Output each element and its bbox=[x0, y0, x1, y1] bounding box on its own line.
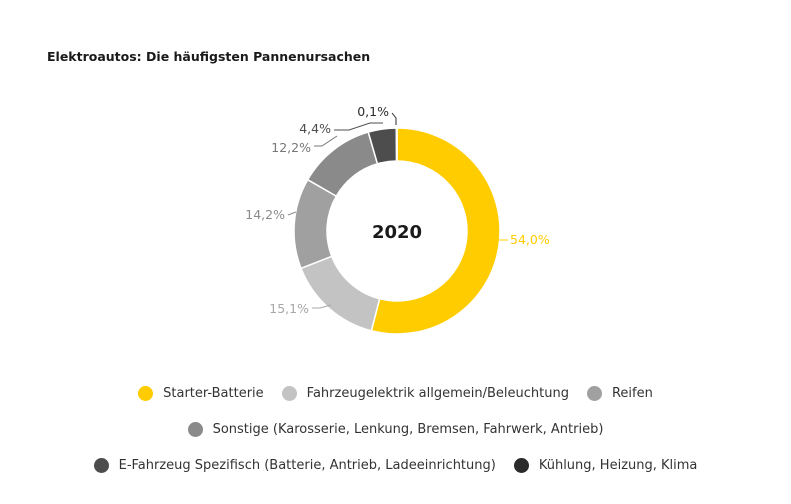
legend-dot-starter-batterie bbox=[138, 386, 154, 401]
legend-item-e-fahrzeug: E-Fahrzeug Spezifisch (Batterie, Antrieb… bbox=[93, 458, 496, 473]
data-label-starter-batterie: 54,0% bbox=[510, 232, 550, 247]
leader-line-sonstige-karosserie-lenkung-bremsen-fahrwerk-antrieb bbox=[314, 135, 338, 147]
legend-dot-kuehlung bbox=[513, 458, 529, 473]
leader-line-e-fahrzeug-spezifisch-batterie-antrieb-ladeeinrichtung bbox=[334, 122, 383, 131]
legend-label-fahrzeugelektrik: Fahrzeugelektrik allgemein/Beleuchtung bbox=[306, 386, 569, 401]
donut-slice-sonstige-karosserie-lenkung-bremsen-fahrwerk-antrieb bbox=[306, 131, 379, 198]
data-label-k-hlung-heizung-klima: 0,1% bbox=[357, 104, 389, 119]
donut-slice-starter-batterie bbox=[370, 127, 501, 335]
legend-item-fahrzeugelektrik: Fahrzeugelektrik allgemein/Beleuchtung bbox=[281, 386, 569, 401]
legend-item-sonstige: Sonstige (Karosserie, Lenkung, Bremsen, … bbox=[187, 422, 604, 437]
donut-center-label: 2020 bbox=[372, 222, 422, 243]
chart-title: Elektroautos: Die häufigsten Pannenursac… bbox=[47, 49, 371, 64]
donut-slice-k-hlung-heizung-klima bbox=[395, 127, 398, 162]
legend-item-kuehlung: Kühlung, Heizung, Klima bbox=[513, 458, 698, 473]
legend-row-3: E-Fahrzeug Spezifisch (Batterie, Antrieb… bbox=[0, 458, 791, 473]
legend-row-1: Starter-Batterie Fahrzeugelektrik allgem… bbox=[0, 386, 791, 401]
donut-chart: 54,0% 15,1% 14,2% 12,2% 4,4% 0,1% 2020 bbox=[245, 104, 550, 335]
donut-slice-fahrzeugelektrik-allgemein-beleuchtung bbox=[300, 255, 381, 332]
legend-label-e-fahrzeug: E-Fahrzeug Spezifisch (Batterie, Antrieb… bbox=[118, 458, 496, 473]
legend-label-kuehlung: Kühlung, Heizung, Klima bbox=[538, 458, 698, 473]
legend-label-sonstige: Sonstige (Karosserie, Lenkung, Bremsen, … bbox=[212, 422, 604, 437]
legend-item-reifen: Reifen bbox=[586, 386, 653, 401]
data-label-fahrzeugelektrik-allgemein-beleuchtung: 15,1% bbox=[269, 301, 309, 316]
legend-dot-reifen bbox=[586, 386, 602, 401]
data-label-reifen: 14,2% bbox=[245, 207, 285, 222]
legend-dot-sonstige bbox=[187, 422, 203, 437]
data-label-sonstige-karosserie-lenkung-bremsen-fahrwerk-antrieb: 12,2% bbox=[271, 140, 311, 155]
legend-item-starter-batterie: Starter-Batterie bbox=[138, 386, 264, 401]
leader-line-reifen bbox=[287, 211, 297, 216]
data-label-e-fahrzeug-spezifisch-batterie-antrieb-ladeeinrichtung: 4,4% bbox=[299, 121, 331, 136]
legend-row-2: Sonstige (Karosserie, Lenkung, Bremsen, … bbox=[0, 422, 791, 437]
legend-dot-fahrzeugelektrik bbox=[281, 386, 297, 401]
leader-line-fahrzeugelektrik-allgemein-beleuchtung bbox=[312, 304, 332, 309]
leader-line-k-hlung-heizung-klima bbox=[391, 112, 397, 125]
legend-dot-e-fahrzeug bbox=[93, 458, 109, 473]
legend-label-starter-batterie: Starter-Batterie bbox=[163, 386, 264, 401]
legend-label-reifen: Reifen bbox=[611, 386, 653, 401]
